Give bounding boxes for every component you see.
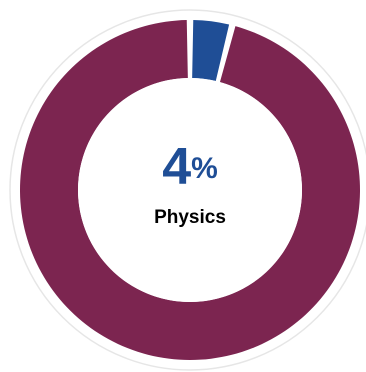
outer-ring — [9, 9, 366, 371]
donut-slice-physics — [192, 20, 230, 82]
donut-slices — [20, 20, 361, 360]
center-label: Physics — [154, 207, 226, 228]
donut-slice-remainder — [20, 20, 361, 360]
center-value-number: 4 — [162, 138, 191, 196]
center-value-unit: % — [191, 152, 218, 185]
donut-hole — [78, 78, 302, 302]
center-value: 4% — [162, 138, 218, 196]
